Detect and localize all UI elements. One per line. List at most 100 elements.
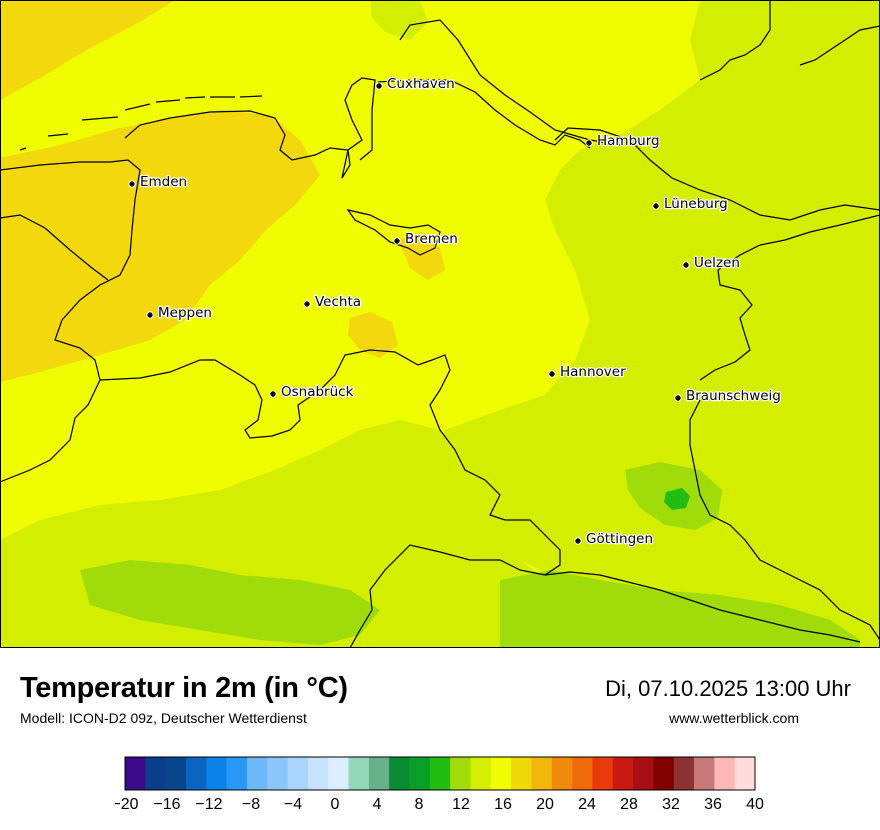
color-scale-bin — [185, 757, 207, 790]
cool-zone-north — [370, 0, 428, 40]
border-netherlands — [0, 159, 141, 483]
website-link[interactable]: www.wetterblick.com — [669, 710, 799, 726]
border-hamburg — [554, 127, 880, 221]
color-scale-tick-label: 20 — [536, 796, 554, 813]
color-scale-bin — [612, 757, 634, 790]
color-scale-bin — [470, 757, 492, 790]
city-emden: Emden — [128, 173, 188, 191]
color-scale-tick-label: 0 — [331, 796, 340, 813]
border-netherlands-inner — [0, 214, 109, 281]
border-nrw — [99, 349, 561, 648]
color-scale-bin — [572, 757, 593, 790]
color-scale-bin — [734, 757, 756, 790]
city-goettingen: Göttingen — [574, 530, 654, 548]
cities: Cuxhaven Hamburg Emden Lüneburg Bremen U… — [128, 75, 782, 548]
color-scale-bin — [267, 757, 288, 790]
color-scale-bin — [633, 757, 654, 790]
city-bremen: Bremen — [393, 230, 459, 248]
svg-text:Hannover: Hannover — [560, 364, 626, 380]
color-scale-bin — [307, 757, 329, 790]
color-scale-tick-label: 12 — [452, 796, 470, 813]
color-scale-tick-label: −4 — [284, 796, 302, 813]
warm-zone-northwest-corner — [0, 0, 175, 100]
borders-and-coastlines — [0, 0, 880, 648]
color-scale-bin — [551, 757, 573, 790]
cool-zone-northeast — [430, 0, 880, 648]
color-scale-bin — [348, 757, 370, 790]
svg-text:Osnabrück: Osnabrück — [281, 384, 354, 400]
city-meppen: Meppen — [146, 304, 213, 322]
color-scale-bin — [531, 757, 553, 790]
svg-text:Hamburg: Hamburg — [597, 133, 660, 149]
color-scale-tick-label: 8 — [415, 796, 424, 813]
map-title: Temperatur in 2m (in °C) — [20, 672, 348, 704]
temperature-map: Cuxhaven Hamburg Emden Lüneburg Bremen U… — [0, 0, 880, 648]
color-scale-bin — [714, 757, 735, 790]
green-spot-harz — [664, 488, 690, 510]
city-cuxhaven: Cuxhaven — [375, 75, 456, 93]
color-scale-tick-label: 16 — [494, 796, 512, 813]
color-scale-frame — [124, 756, 756, 791]
svg-text:Bremen: Bremen — [405, 231, 458, 247]
border-bremen — [346, 209, 441, 256]
color-scale-bin — [125, 757, 146, 790]
color-scale-bin — [653, 757, 675, 790]
color-scale-bin — [206, 757, 227, 790]
color-scale-bin — [328, 757, 349, 790]
color-scale-bin — [429, 757, 451, 790]
color-scale-tick-label: 24 — [578, 796, 596, 813]
color-scale-tick-label: −12 — [195, 796, 222, 813]
border-northeast — [799, 25, 880, 66]
svg-text:Uelzen: Uelzen — [694, 255, 740, 271]
color-scale-bin — [226, 757, 248, 790]
color-scale-bin — [145, 757, 166, 790]
warm-spot-vechta — [348, 312, 398, 358]
city-hamburg: Hamburg — [585, 132, 661, 150]
coast-elbe-north — [399, 19, 621, 146]
border-north — [699, 0, 771, 81]
svg-text:Cuxhaven: Cuxhaven — [387, 76, 455, 92]
city-braunschweig: Braunschweig — [674, 387, 782, 405]
color-scale-bin — [511, 757, 532, 790]
color-scale-bin — [165, 757, 187, 790]
svg-text:Braunschweig: Braunschweig — [686, 388, 781, 404]
model-info: Modell: ICON-D2 09z, Deutscher Wetterdie… — [20, 710, 307, 726]
color-scale-tick-label: 36 — [704, 796, 722, 813]
border-south — [544, 571, 861, 643]
svg-text:Lüneburg: Lüneburg — [664, 196, 728, 212]
city-uelzen: Uelzen — [682, 254, 741, 272]
color-scale-tick-label: 28 — [620, 796, 638, 813]
color-scale-bin — [694, 757, 715, 790]
svg-text:Göttingen: Göttingen — [586, 531, 653, 547]
svg-text:Meppen: Meppen — [158, 305, 212, 321]
color-scale-tick-label: −16 — [153, 796, 180, 813]
city-hannover: Hannover — [548, 363, 627, 381]
color-scale-bin — [246, 757, 268, 790]
color-scale-legend: −20 −16 −12 −8 −4 0 4 8 12 16 20 24 28 32 36 40 — [115, 756, 764, 813]
east-frisian-islands — [19, 95, 263, 151]
warm-spot-bremen — [398, 232, 445, 280]
coolest-zone-south — [80, 560, 380, 645]
coast-elbe — [377, 79, 591, 149]
border-east-upper — [699, 214, 880, 381]
color-scale-tick-label: 4 — [373, 796, 382, 813]
color-scale-bin — [368, 757, 390, 790]
city-vechta: Vechta — [303, 293, 362, 311]
color-scale-bin — [389, 757, 410, 790]
color-scale-bin — [490, 757, 512, 790]
color-scale-tick-label: −20 — [115, 796, 139, 813]
color-scale-tick-label: 32 — [662, 796, 680, 813]
color-scale-bars — [124, 756, 756, 791]
svg-text:Vechta: Vechta — [315, 294, 361, 310]
city-lueneburg: Lüneburg — [652, 195, 729, 213]
color-scale-bin — [450, 757, 471, 790]
color-scale-ticks: −20 −16 −12 −8 −4 0 4 8 12 16 20 24 28 32 36 40 — [115, 796, 764, 813]
color-scale-bin — [409, 757, 431, 790]
border-east — [689, 399, 880, 641]
coolest-zone-southeast — [500, 570, 860, 648]
color-scale-bin — [287, 757, 309, 790]
forecast-datetime: Di, 07.10.2025 13:00 Uhr — [605, 676, 851, 701]
svg-text:Emden: Emden — [140, 174, 187, 190]
color-scale-bin — [592, 757, 614, 790]
color-scale-tick-label: 40 — [746, 796, 764, 813]
